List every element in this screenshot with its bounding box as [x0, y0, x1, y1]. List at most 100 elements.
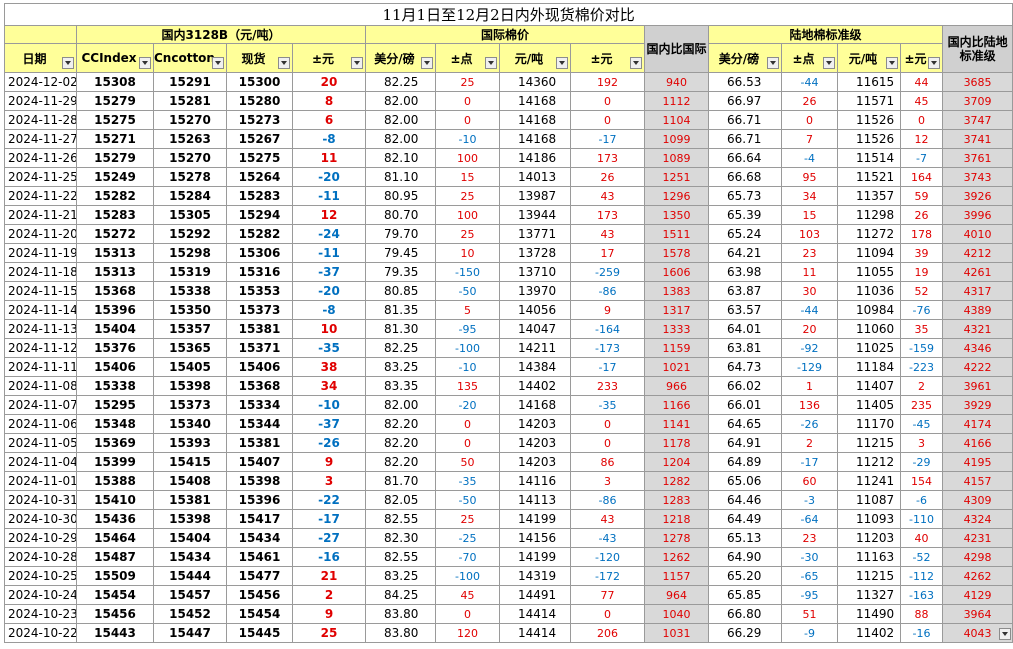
- cell-spot-change[interactable]: 34: [292, 376, 366, 396]
- cell-land-yuan[interactable]: 11514: [837, 148, 901, 168]
- cell-intl-yuan[interactable]: 14168: [499, 395, 571, 415]
- cell-intl-yuan[interactable]: 14319: [499, 566, 571, 586]
- cell-intl-cents[interactable]: 82.20: [365, 433, 436, 453]
- cell-cncotton[interactable]: 15298: [153, 243, 227, 263]
- cell-ccindex[interactable]: 15454: [76, 585, 154, 605]
- filter-dropdown-icon[interactable]: [278, 57, 290, 69]
- cell-intl-yuan[interactable]: 14203: [499, 433, 571, 453]
- cell-ccindex[interactable]: 15313: [76, 243, 154, 263]
- cell-land-cents[interactable]: 65.73: [708, 186, 782, 206]
- cell-land-yuan[interactable]: 11215: [837, 566, 901, 586]
- cell-ccindex[interactable]: 15509: [76, 566, 154, 586]
- cell-land-cents[interactable]: 64.73: [708, 357, 782, 377]
- cell-ccindex[interactable]: 15249: [76, 167, 154, 187]
- cell-intl-yuan[interactable]: 14414: [499, 623, 571, 643]
- cell-intl-points[interactable]: 0: [435, 91, 500, 111]
- cell-land-yuan[interactable]: 11327: [837, 585, 901, 605]
- cell-diff-intl[interactable]: 1282: [644, 471, 709, 491]
- cell-land-cents[interactable]: 64.91: [708, 433, 782, 453]
- cell-date[interactable]: 2024-11-13: [4, 319, 77, 339]
- cell-land-cents[interactable]: 65.39: [708, 205, 782, 225]
- filter-dropdown-icon[interactable]: [421, 57, 433, 69]
- cell-diff-land[interactable]: 4298: [941, 547, 1013, 567]
- cell-cncotton[interactable]: 15278: [153, 167, 227, 187]
- cell-cncotton[interactable]: 15373: [153, 395, 227, 415]
- cell-ccindex[interactable]: 15369: [76, 433, 154, 453]
- cell-cncotton[interactable]: 15319: [153, 262, 227, 282]
- cell-spot-change[interactable]: -37: [292, 414, 366, 434]
- cell-date[interactable]: 2024-11-19: [4, 243, 77, 263]
- cell-intl-cents[interactable]: 83.80: [365, 623, 436, 643]
- cell-land-cents[interactable]: 63.98: [708, 262, 782, 282]
- cell-cncotton[interactable]: 15292: [153, 224, 227, 244]
- cell-ccindex[interactable]: 15464: [76, 528, 154, 548]
- cell-ccindex[interactable]: 15282: [76, 186, 154, 206]
- cell-intl-cents[interactable]: 79.70: [365, 224, 436, 244]
- cell-intl-change[interactable]: 0: [570, 604, 645, 624]
- cell-land-change[interactable]: 39: [900, 243, 943, 263]
- cell-land-yuan[interactable]: 11087: [837, 490, 901, 510]
- cell-diff-intl[interactable]: 1141: [644, 414, 709, 434]
- cell-ccindex[interactable]: 15308: [76, 72, 154, 92]
- cell-land-yuan[interactable]: 11298: [837, 205, 901, 225]
- column-header-date[interactable]: 日期: [4, 43, 77, 73]
- cell-land-yuan[interactable]: 11170: [837, 414, 901, 434]
- cell-land-yuan[interactable]: 11215: [837, 433, 901, 453]
- cell-land-points[interactable]: 51: [781, 604, 838, 624]
- cell-diff-land[interactable]: 4010: [941, 224, 1013, 244]
- cell-intl-yuan[interactable]: 14168: [499, 91, 571, 111]
- cell-land-change[interactable]: 44: [900, 72, 943, 92]
- cell-land-yuan[interactable]: 11093: [837, 509, 901, 529]
- cell-land-yuan[interactable]: 11357: [837, 186, 901, 206]
- cell-diff-land[interactable]: 4195: [941, 452, 1013, 472]
- column-header-cncotton[interactable]: Cncotton: [153, 43, 227, 73]
- cell-date[interactable]: 2024-10-29: [4, 528, 77, 548]
- cell-intl-points[interactable]: -20: [435, 395, 500, 415]
- cell-date[interactable]: 2024-11-27: [4, 129, 77, 149]
- cell-intl-yuan[interactable]: 13987: [499, 186, 571, 206]
- cell-intl-cents[interactable]: 80.95: [365, 186, 436, 206]
- cell-intl-cents[interactable]: 82.00: [365, 395, 436, 415]
- header-domestic-vs-land[interactable]: 国内比陆地标准级: [941, 25, 1013, 73]
- cell-date[interactable]: 2024-11-08: [4, 376, 77, 396]
- cell-diff-land[interactable]: 4231: [941, 528, 1013, 548]
- column-header-land-points[interactable]: ±点: [781, 43, 838, 73]
- cell-land-points[interactable]: 0: [781, 110, 838, 130]
- cell-land-change[interactable]: 3: [900, 433, 943, 453]
- cell-land-change[interactable]: 26: [900, 205, 943, 225]
- cell-land-yuan[interactable]: 11025: [837, 338, 901, 358]
- cell-intl-cents[interactable]: 83.35: [365, 376, 436, 396]
- cell-spot-change[interactable]: 8: [292, 91, 366, 111]
- cell-spot[interactable]: 15398: [226, 471, 293, 491]
- cell-date[interactable]: 2024-10-24: [4, 585, 77, 605]
- cell-spot[interactable]: 15373: [226, 300, 293, 320]
- cell-diff-intl[interactable]: 1296: [644, 186, 709, 206]
- cell-diff-intl[interactable]: 940: [644, 72, 709, 92]
- cell-ccindex[interactable]: 15338: [76, 376, 154, 396]
- cell-cncotton[interactable]: 15340: [153, 414, 227, 434]
- cell-intl-points[interactable]: -95: [435, 319, 500, 339]
- column-header-spot-change[interactable]: ±元: [292, 43, 366, 73]
- cell-diff-land[interactable]: 4389: [941, 300, 1013, 320]
- filter-dropdown-icon[interactable]: [630, 57, 642, 69]
- cell-intl-points[interactable]: -70: [435, 547, 500, 567]
- cell-land-cents[interactable]: 65.13: [708, 528, 782, 548]
- cell-land-points[interactable]: -9: [781, 623, 838, 643]
- cell-land-points[interactable]: -65: [781, 566, 838, 586]
- cell-spot[interactable]: 15353: [226, 281, 293, 301]
- cell-intl-change[interactable]: -86: [570, 490, 645, 510]
- cell-intl-cents[interactable]: 79.35: [365, 262, 436, 282]
- cell-intl-cents[interactable]: 81.10: [365, 167, 436, 187]
- cell-spot-change[interactable]: -17: [292, 509, 366, 529]
- cell-intl-change[interactable]: 9: [570, 300, 645, 320]
- cell-land-points[interactable]: 1: [781, 376, 838, 396]
- cell-intl-yuan[interactable]: 13944: [499, 205, 571, 225]
- cell-diff-land[interactable]: 4261: [941, 262, 1013, 282]
- cell-land-points[interactable]: -44: [781, 300, 838, 320]
- cell-land-points[interactable]: 34: [781, 186, 838, 206]
- cell-intl-change[interactable]: 43: [570, 224, 645, 244]
- cell-cncotton[interactable]: 15404: [153, 528, 227, 548]
- cell-diff-land[interactable]: 4309: [941, 490, 1013, 510]
- cell-land-points[interactable]: 23: [781, 528, 838, 548]
- cell-land-change[interactable]: -6: [900, 490, 943, 510]
